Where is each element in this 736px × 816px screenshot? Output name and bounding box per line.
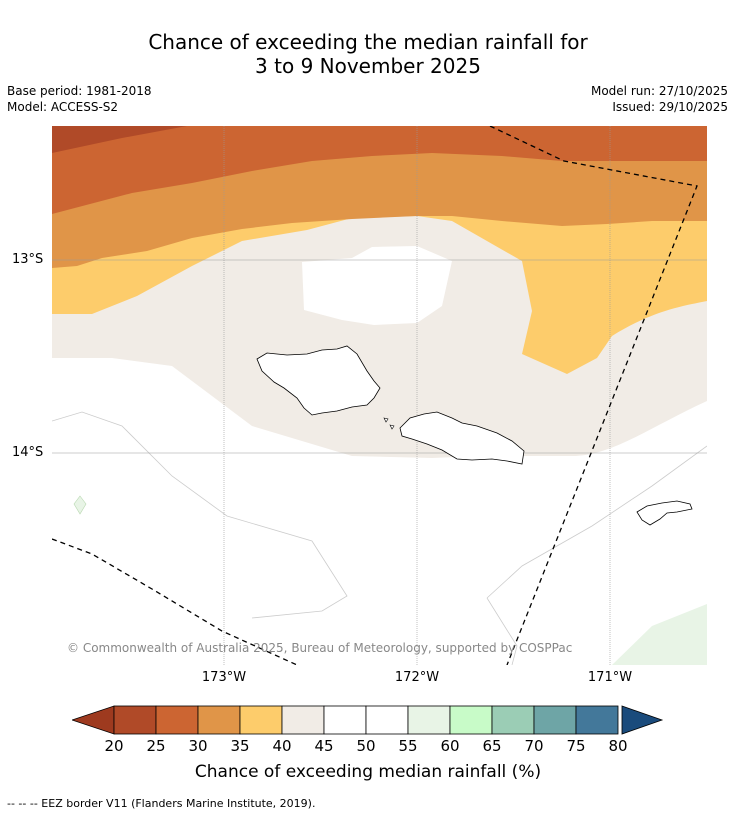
tutuila-island bbox=[636, 500, 693, 526]
map-title: Chance of exceeding the median rainfall … bbox=[0, 30, 736, 78]
contour-line bbox=[486, 445, 707, 599]
colorbar-bins bbox=[113, 705, 619, 735]
colorbar-bin bbox=[533, 705, 577, 735]
colorbar-tick-label: 35 bbox=[230, 737, 250, 755]
colorbar-tick-label: 65 bbox=[482, 737, 502, 755]
colorbar-bin bbox=[197, 705, 241, 735]
colorbar-bin bbox=[365, 705, 409, 735]
colorbar-tick-label: 75 bbox=[566, 737, 586, 755]
zone-55-60 bbox=[612, 604, 707, 665]
eez-legend-note: -- -- -- EEZ border V11 (Flanders Marine… bbox=[7, 797, 316, 810]
contour-line bbox=[52, 411, 348, 619]
colorbar-bin bbox=[449, 705, 493, 735]
colorbar-bin bbox=[281, 705, 325, 735]
colorbar-tick-label: 50 bbox=[356, 737, 376, 755]
colorbar-bin bbox=[113, 705, 157, 735]
title-line-2: 3 to 9 November 2025 bbox=[255, 54, 481, 78]
colorbar-tick-label: 45 bbox=[314, 737, 334, 755]
colorbar-bin bbox=[407, 705, 451, 735]
colorbar-over-triangle bbox=[621, 705, 664, 735]
upolu-island bbox=[399, 411, 525, 465]
map-panel bbox=[52, 126, 707, 665]
latitude-label: 13°S bbox=[12, 252, 44, 267]
colorbar-tick-label: 40 bbox=[272, 737, 292, 755]
manono-islet bbox=[383, 417, 389, 423]
longitude-label: 173°W bbox=[201, 670, 247, 685]
base-period: Base period: 1981-2018 bbox=[7, 84, 152, 98]
colorbar-bin bbox=[575, 705, 619, 735]
colorbar-tick-label: 55 bbox=[398, 737, 418, 755]
longitude-label: 171°W bbox=[587, 670, 633, 685]
colorbar-tick-label: 80 bbox=[608, 737, 628, 755]
apolima-islet bbox=[389, 424, 395, 430]
colorbar-bin bbox=[491, 705, 535, 735]
colorbar-title: Chance of exceeding median rainfall (%) bbox=[194, 762, 542, 782]
model-run: Model run: 27/10/2025 bbox=[590, 84, 728, 98]
map-canvas bbox=[52, 126, 707, 665]
colorbar-bin bbox=[155, 705, 199, 735]
colorbar-tick-label: 30 bbox=[188, 737, 208, 755]
zone-50-55-patch bbox=[302, 246, 452, 325]
meta-left: Base period: 1981-2018 Model: ACCESS-S2 bbox=[7, 83, 152, 115]
copyright-notice: © Commonwealth of Australia 2025, Bureau… bbox=[67, 641, 573, 655]
zone-25-30 bbox=[52, 126, 707, 214]
latitude-label: 14°S bbox=[12, 445, 44, 460]
contour-line bbox=[486, 597, 518, 665]
issued-date: Issued: 29/10/2025 bbox=[612, 100, 728, 114]
colorbar-under-triangle bbox=[72, 705, 115, 735]
title-line-1: Chance of exceeding the median rainfall … bbox=[148, 30, 588, 54]
graticule bbox=[52, 126, 707, 665]
meta-right: Model run: 27/10/2025 Issued: 29/10/2025 bbox=[591, 83, 728, 115]
colorbar-tick-label: 60 bbox=[440, 737, 460, 755]
zone-20-25 bbox=[52, 126, 187, 153]
savaii-island bbox=[256, 345, 381, 416]
colorbar bbox=[72, 705, 664, 735]
colorbar-tick-label: 70 bbox=[524, 737, 544, 755]
colorbar-tick-label: 20 bbox=[104, 737, 124, 755]
eez-border bbox=[52, 126, 698, 665]
zone-55-60-islet bbox=[73, 495, 87, 515]
colorbar-bin bbox=[239, 705, 283, 735]
colorbar-bin bbox=[323, 705, 367, 735]
longitude-label: 172°W bbox=[394, 670, 440, 685]
colorbar-tick-label: 25 bbox=[146, 737, 166, 755]
model-name: Model: ACCESS-S2 bbox=[7, 100, 119, 114]
